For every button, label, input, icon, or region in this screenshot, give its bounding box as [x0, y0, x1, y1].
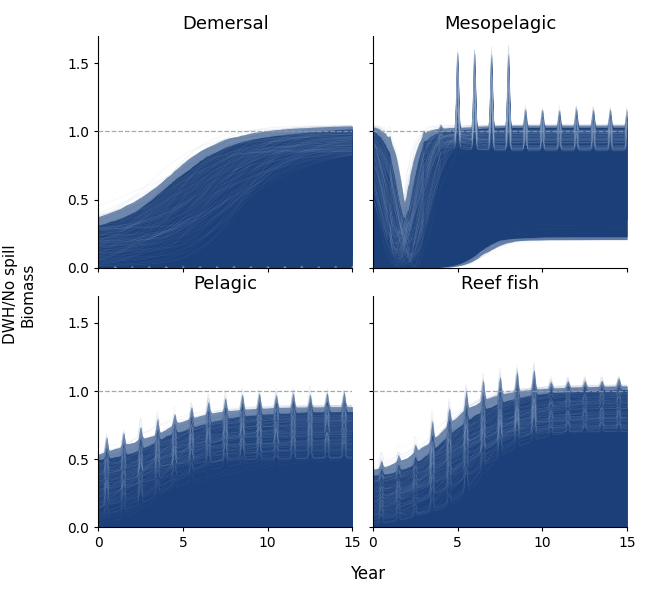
Title: Demersal: Demersal — [182, 15, 269, 33]
Title: Pelagic: Pelagic — [193, 274, 257, 293]
Title: Mesopelagic: Mesopelagic — [444, 15, 556, 33]
Text: Year: Year — [350, 565, 385, 583]
Title: Reef fish: Reef fish — [461, 274, 539, 293]
Text: DWH/No spill
Biomass: DWH/No spill Biomass — [3, 244, 36, 345]
